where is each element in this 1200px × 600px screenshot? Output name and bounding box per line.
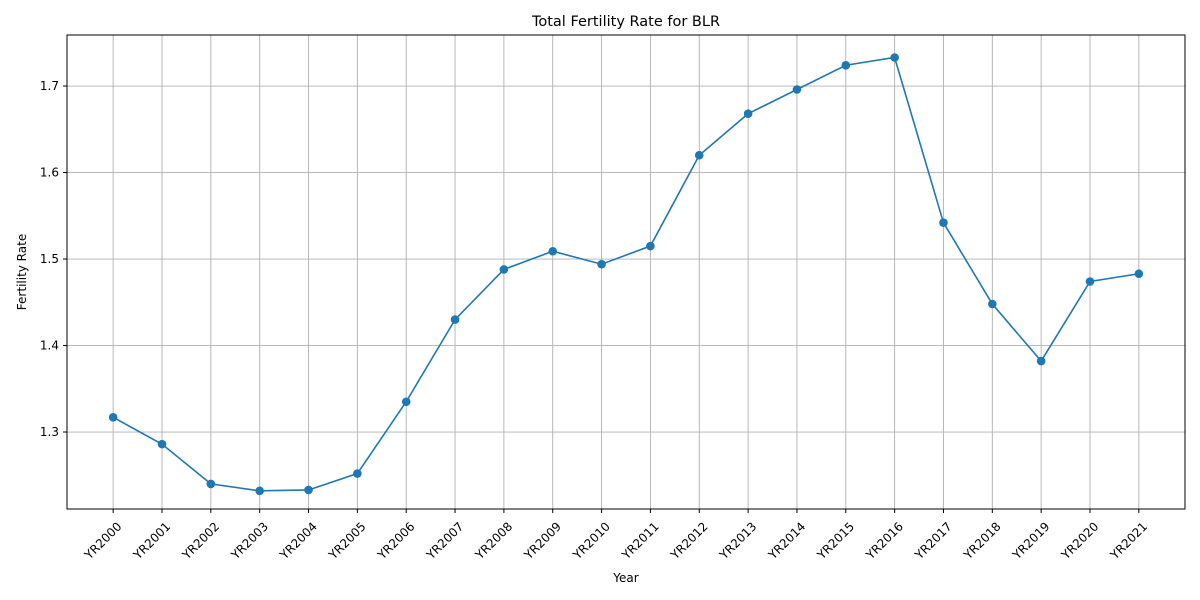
x-tick-label: YR2018 (960, 519, 1003, 562)
x-tick-label: YR2004 (277, 519, 320, 562)
series-layer (112, 56, 1139, 492)
y-tick-label: 1.4 (40, 339, 59, 353)
x-tick-label: YR2000 (81, 519, 124, 562)
x-tick-label: YR2001 (130, 519, 173, 562)
data-point (108, 413, 118, 422)
data-point (792, 85, 802, 94)
data-point (353, 469, 362, 478)
y-tick-label: 1.5 (40, 252, 59, 266)
data-point (206, 479, 216, 489)
data-point (988, 299, 997, 309)
x-tick-label: YR2011 (618, 519, 661, 562)
x-tick-label: YR2009 (521, 519, 564, 562)
x-tick-label: YR2006 (374, 519, 417, 562)
data-point (890, 53, 899, 62)
y-axis-label: Fertility Rate (15, 234, 29, 310)
x-tick-label: YR2005 (325, 519, 368, 562)
chart-title: Total Fertility Rate for BLR (531, 14, 720, 30)
axes-frame (66, 34, 1186, 510)
x-tick-label: YR2013 (716, 519, 759, 562)
data-point (1036, 356, 1046, 366)
y-tick-label: 1.7 (40, 79, 59, 93)
series-line (112, 56, 1139, 492)
data-point (939, 218, 948, 227)
data-point (548, 246, 558, 256)
markers (108, 53, 1144, 496)
data-point (841, 60, 851, 70)
x-tick-label: YR2012 (667, 519, 710, 562)
data-point (157, 439, 167, 449)
data-point (1085, 277, 1095, 286)
x-tick-label: YR2003 (228, 519, 271, 562)
x-tick-label: YR2020 (1058, 519, 1101, 562)
data-point (597, 259, 606, 269)
data-point (694, 150, 704, 160)
y-tick-label: 1.6 (40, 166, 59, 180)
x-tick-label: YR2016 (863, 519, 906, 562)
x-tick-label: YR2017 (912, 519, 955, 562)
grid (67, 35, 1185, 509)
ticks: YR2000 YR2001 YR2002 YR2003 YR2004 YR2005 YR20… (40, 79, 1150, 563)
x-tick-label: YR2015 (814, 519, 857, 562)
x-tick-label: YR2002 (179, 519, 222, 562)
data-point (646, 241, 655, 251)
data-point (401, 397, 411, 407)
y-tick-label: 1.3 (40, 425, 59, 439)
x-tick-label: YR2008 (472, 519, 515, 562)
x-tick-label: YR2014 (765, 519, 808, 562)
x-axis-label: Year (612, 571, 638, 585)
data-point (304, 485, 313, 495)
x-tick-label: YR2010 (570, 519, 613, 562)
x-tick-label: YR2021 (1107, 519, 1150, 562)
x-tick-label: YR2007 (423, 519, 466, 562)
data-point (450, 315, 460, 324)
x-tick-label: YR2019 (1009, 519, 1052, 562)
data-point (1134, 269, 1144, 279)
data-point (255, 486, 264, 496)
data-point (743, 109, 753, 119)
data-point (499, 265, 509, 274)
